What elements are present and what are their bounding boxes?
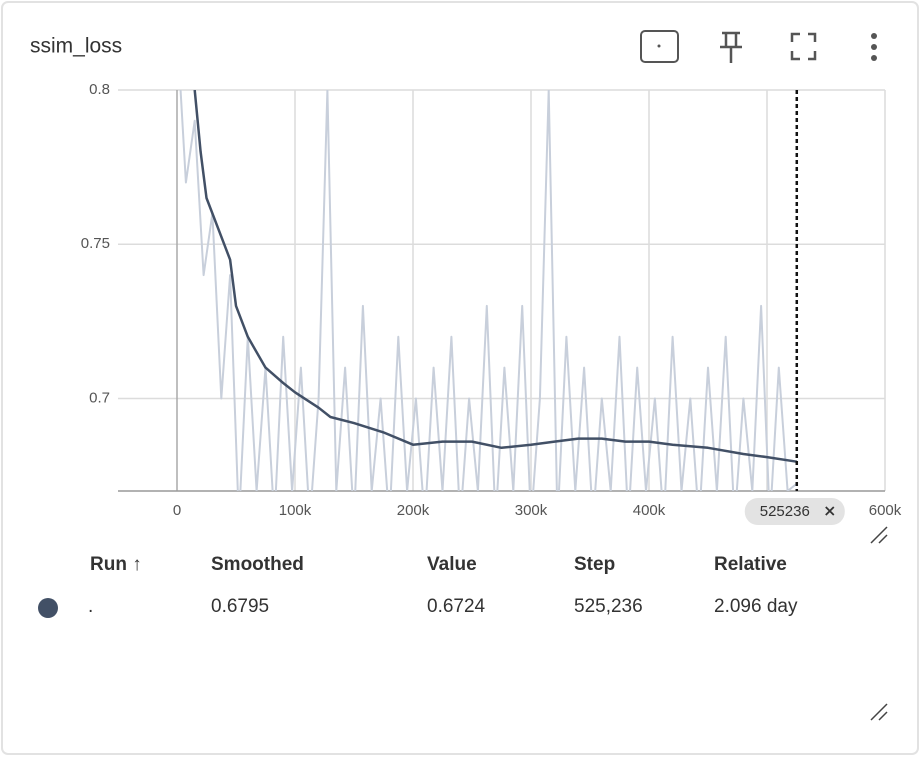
cell: 0.6795: [211, 596, 269, 617]
badge-close-icon: [825, 506, 835, 516]
x-tick-label: 100k: [279, 502, 312, 519]
badge-label: 525236: [760, 503, 810, 520]
column-header[interactable]: Smoothed: [211, 554, 304, 575]
column-header[interactable]: Run ↑: [90, 554, 142, 575]
resize-handle[interactable]: [870, 526, 888, 544]
x-tick-label: 0: [173, 502, 181, 519]
run-color: [38, 598, 58, 618]
fullscreen-button[interactable]: [790, 32, 817, 61]
x-tick-label: 300k: [515, 502, 548, 519]
y-tick-label: 0.8: [89, 81, 110, 98]
run-name: .: [88, 596, 93, 617]
y-tick-label: 0.75: [81, 235, 110, 252]
pin-button[interactable]: [720, 31, 742, 63]
table: Run ↑ Smoothed Value Step Relative . 0.6…: [38, 554, 798, 618]
step-badge[interactable]: 525236: [744, 498, 845, 525]
cell: 2.096 day: [714, 596, 798, 617]
column-header[interactable]: Relative: [714, 554, 787, 575]
more-button[interactable]: [871, 33, 877, 61]
cell: 0.6724: [427, 596, 486, 617]
series-line: [193, 90, 797, 463]
fit-domain-button[interactable]: [640, 30, 679, 63]
toolbar: [640, 30, 877, 63]
cell: 525,236: [574, 596, 643, 617]
card-title: ssim_loss: [30, 35, 122, 58]
x-tick-label: 200k: [397, 502, 430, 519]
column-header[interactable]: Step: [574, 554, 615, 575]
x-tick-label: 400k: [633, 502, 666, 519]
resize-handle[interactable]: [870, 703, 888, 721]
x-tick-label: 600k: [869, 502, 902, 519]
y-tick-label: 0.7: [89, 389, 110, 406]
column-header[interactable]: Value: [427, 554, 477, 575]
series-line: [179, 90, 798, 491]
plot: 0.70.750.80100k200k300k400k500k600k52523…: [81, 81, 902, 525]
badge-background: [744, 498, 845, 525]
